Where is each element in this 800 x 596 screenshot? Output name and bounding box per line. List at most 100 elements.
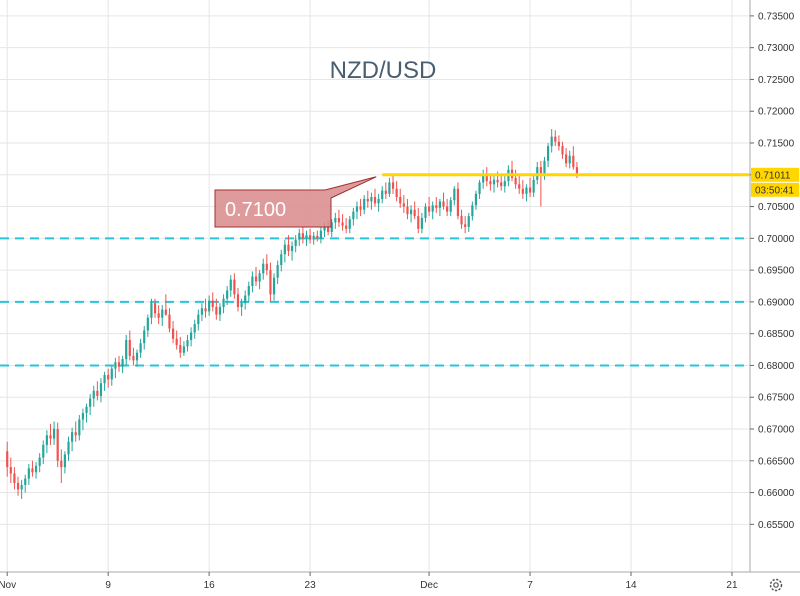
candle-body	[269, 270, 272, 295]
candle-body	[482, 174, 485, 183]
candle-body	[446, 206, 449, 212]
candle-body	[218, 306, 222, 315]
candle-body	[107, 374, 110, 380]
candle-body	[388, 182, 391, 194]
candle-body	[135, 352, 139, 361]
candle-body	[334, 217, 337, 223]
current-price-bg	[751, 167, 799, 182]
candle-body	[348, 219, 351, 229]
time-tick-label: 7	[527, 580, 533, 591]
candle-body	[262, 263, 265, 274]
candle-body	[153, 303, 157, 314]
candle-body	[427, 206, 431, 212]
candle-body	[518, 184, 521, 189]
candle-body	[474, 193, 478, 206]
candle-body	[308, 235, 312, 240]
candle-body	[417, 216, 420, 229]
candle-body	[34, 465, 38, 473]
candle-body	[31, 468, 34, 473]
candle-body	[146, 317, 149, 331]
price-tick-label: 0.69000	[758, 297, 795, 308]
current-price-text: 0.71011	[755, 170, 791, 181]
candle-body	[45, 435, 48, 445]
settings-gear-icon[interactable]	[769, 578, 783, 592]
time-tick-label: Dec	[420, 580, 438, 591]
current-price-label: 0.71011 03:50:41	[751, 167, 799, 197]
candle-body	[24, 478, 27, 485]
candle-body	[543, 160, 546, 175]
candle-body	[157, 313, 160, 318]
candle-body	[197, 314, 200, 325]
candle-body	[525, 187, 528, 194]
candle-body	[496, 179, 499, 183]
candle-body	[528, 187, 532, 193]
price-tick-label: 0.66500	[758, 456, 795, 467]
candle-body	[229, 279, 232, 291]
candle-body	[215, 306, 218, 315]
candle-body	[316, 235, 319, 239]
candle-body	[327, 226, 330, 232]
candle-body	[330, 222, 333, 232]
price-tick-label: 0.67000	[758, 425, 795, 436]
price-tick-label: 0.68500	[758, 329, 795, 340]
candle-body	[208, 300, 211, 312]
candle-body	[200, 308, 204, 315]
candle-body	[114, 362, 117, 369]
candle-body	[460, 216, 463, 225]
countdown-bg	[751, 182, 799, 197]
candle-body	[532, 179, 535, 193]
candle-body	[438, 201, 442, 208]
candle-body	[139, 343, 142, 353]
candle-body	[164, 309, 167, 315]
time-axis: Nov 9 16 23 Dec 7 14 21	[0, 571, 800, 591]
gear-inner[interactable]	[773, 582, 779, 588]
candle-body	[258, 273, 261, 282]
price-tick-label: 0.68000	[758, 361, 795, 372]
candle-body	[240, 303, 243, 307]
candles	[6, 129, 579, 499]
candle-body	[78, 419, 81, 436]
candle-body	[182, 346, 185, 353]
candle-body	[305, 235, 308, 239]
candle-body	[13, 473, 16, 484]
candle-body	[402, 203, 405, 207]
candle-body	[193, 324, 196, 333]
candle-body	[373, 197, 377, 204]
candle-body	[204, 308, 207, 312]
candle-body	[345, 225, 348, 229]
candle-body	[74, 432, 77, 436]
price-tick-label: 0.70500	[758, 202, 795, 213]
price-tick-label: 0.72000	[758, 107, 795, 118]
candle-body	[171, 328, 175, 339]
candle-body	[276, 265, 279, 278]
candle-body	[280, 254, 283, 266]
gear-outer[interactable]	[769, 578, 783, 592]
candle-body	[420, 217, 423, 229]
candle-body	[575, 167, 579, 175]
candle-body	[341, 222, 344, 226]
candle-body	[449, 200, 452, 212]
candle-body	[298, 233, 301, 240]
candle-body	[568, 155, 571, 164]
candle-body	[557, 141, 560, 147]
grid-lines	[0, 0, 750, 572]
candle-body	[399, 197, 402, 204]
candle-body	[287, 244, 290, 252]
candle-body	[503, 181, 506, 187]
price-tick-label: 0.73000	[758, 43, 795, 54]
candle-body	[265, 263, 268, 271]
candle-body	[456, 188, 460, 217]
candle-body	[409, 209, 413, 215]
time-tick-label: Nov	[0, 580, 16, 591]
candle-body	[561, 146, 564, 155]
countdown-text: 03:50:41	[755, 185, 794, 196]
candle-body	[550, 136, 553, 147]
callout-box	[214, 176, 377, 228]
candle-body	[464, 224, 467, 227]
candle-body	[370, 197, 373, 202]
candle-body	[489, 181, 492, 185]
candle-body	[9, 467, 12, 474]
candle-body	[186, 340, 189, 347]
candle-body	[272, 277, 276, 295]
candle-body	[391, 182, 395, 189]
